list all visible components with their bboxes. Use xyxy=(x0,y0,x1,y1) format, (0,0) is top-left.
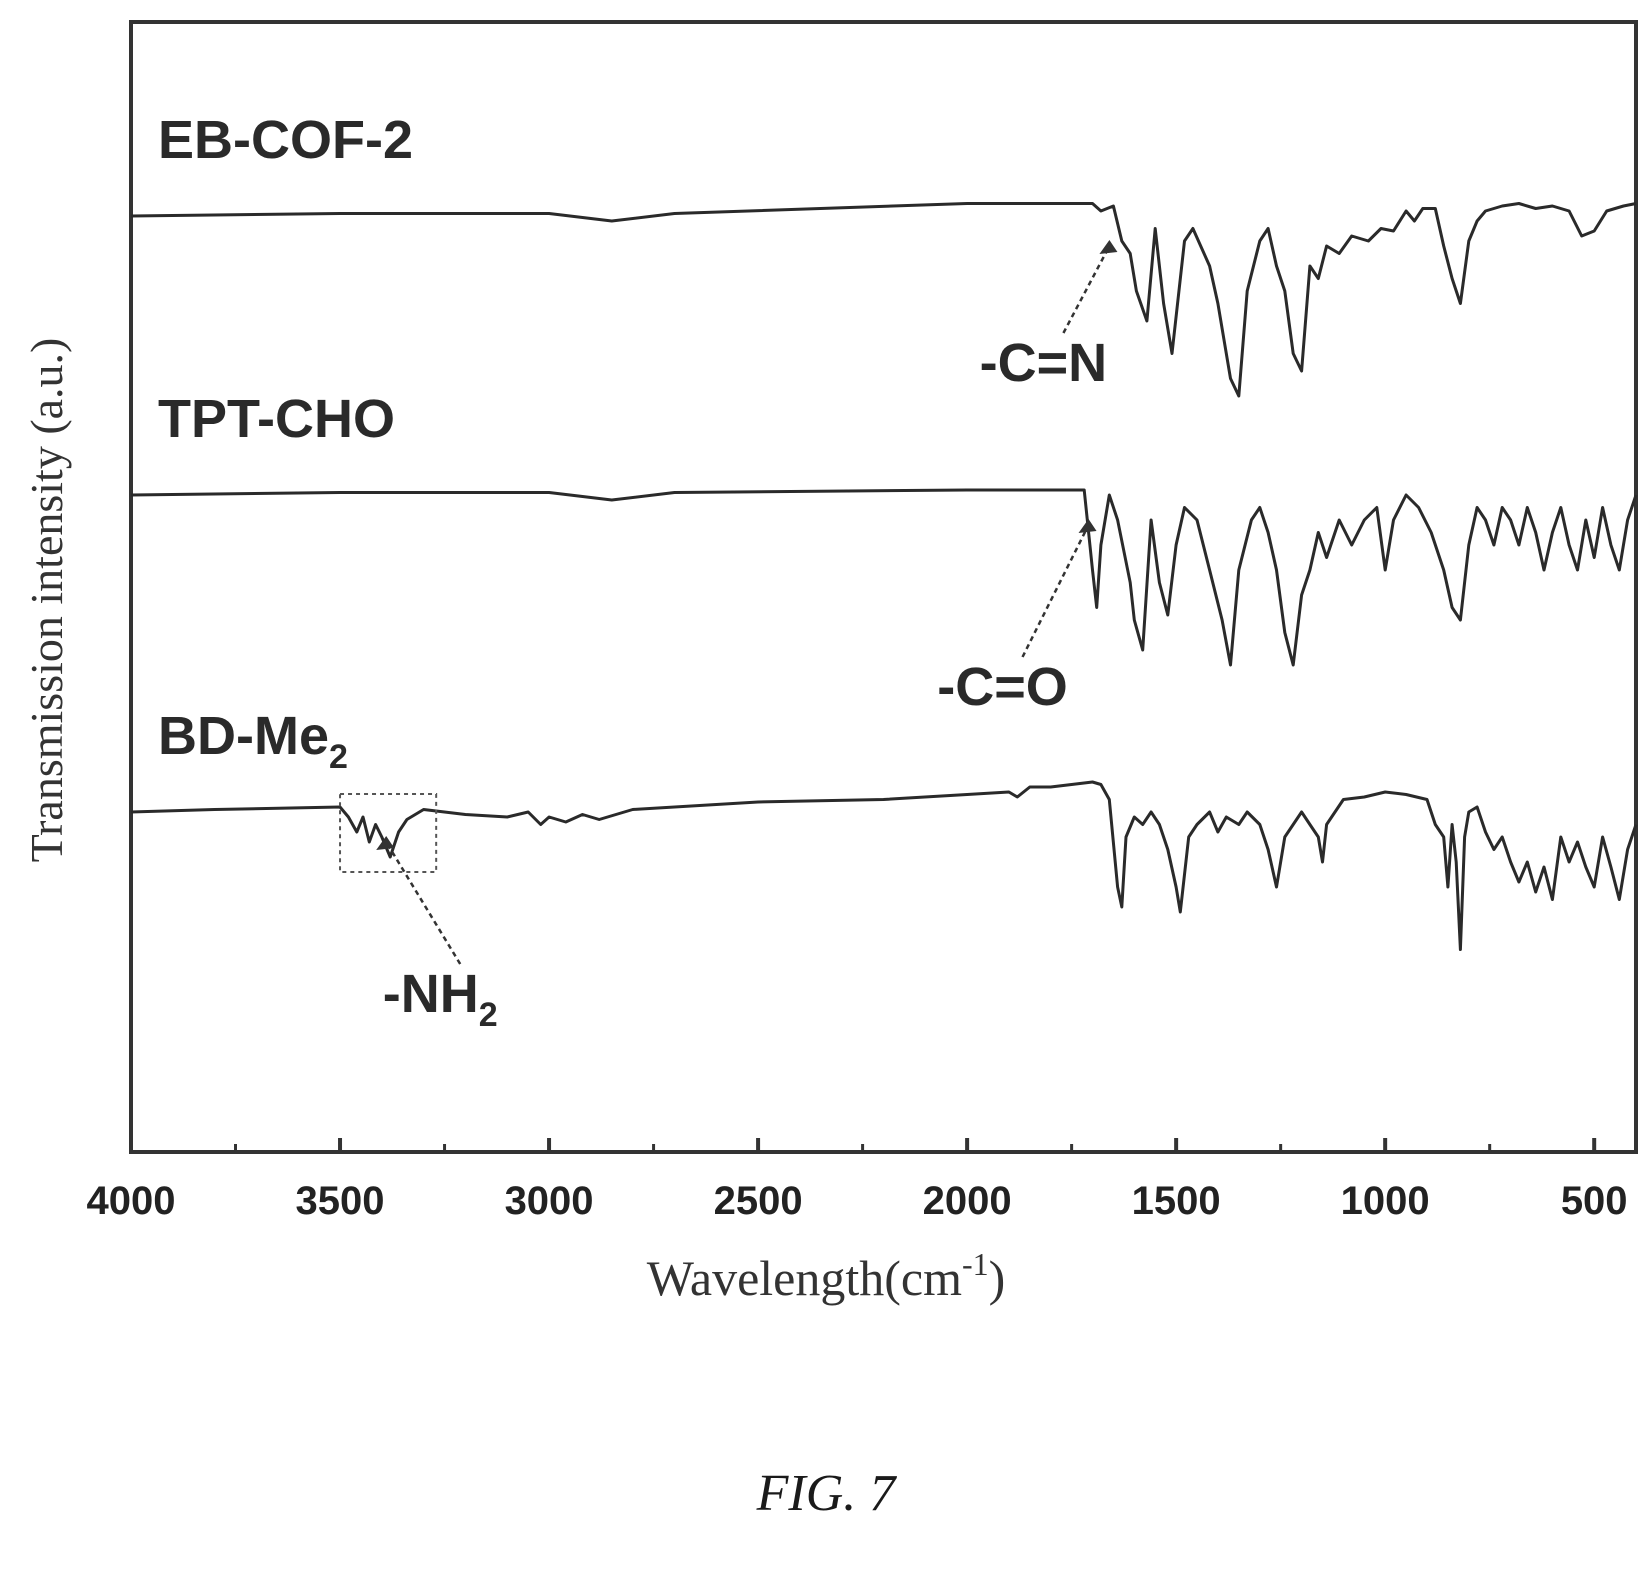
y-axis-label: Transmission intensity (a.u.) xyxy=(21,338,72,863)
series-label-bd-me2: BD-Me2 xyxy=(158,706,348,776)
annotation-label-main: -NH xyxy=(383,964,479,1024)
annotation-label: -C=O xyxy=(937,657,1068,717)
annotation-layer: -C=N -C=O -NH2 xyxy=(339,240,1118,1034)
x-tick-label: 3000 xyxy=(505,1179,594,1223)
x-tick-label: 4000 xyxy=(87,1179,176,1223)
x-tick-label: 3500 xyxy=(296,1179,385,1223)
x-axis-label: Wavelength(cm-1) xyxy=(647,1246,1006,1306)
series-line-bd-me2 xyxy=(130,780,1638,951)
x-tick-label: 500 xyxy=(1561,1179,1628,1223)
series-label-main: TPT-CHO xyxy=(158,389,395,449)
x-tick-label: 1500 xyxy=(1132,1179,1221,1223)
plot-frame xyxy=(129,20,1638,1154)
annotation-arrow xyxy=(1062,245,1111,334)
series-line-tpt-cho xyxy=(130,488,1638,667)
annotation-label-main: -C=O xyxy=(937,657,1068,717)
annotation-arrowhead xyxy=(1078,519,1097,533)
x-axis-label-main: Wavelength(cm xyxy=(647,1250,962,1306)
series-line-eb-cof-2 xyxy=(130,202,1637,398)
series-label-tpt-cho: TPT-CHO xyxy=(158,389,395,449)
figure-caption: FIG. 7 xyxy=(756,1465,898,1522)
series-label-main: BD-Me xyxy=(158,706,329,766)
annotation-box xyxy=(339,793,438,873)
annotation-arrow xyxy=(385,841,462,965)
annotation-label-main: -C=N xyxy=(980,333,1108,393)
x-axis-label-superscript: -1 xyxy=(962,1246,989,1282)
annotation-arrowhead xyxy=(376,836,395,850)
x-tick-label: 2500 xyxy=(714,1179,803,1223)
x-axis-label-close: ) xyxy=(989,1250,1006,1306)
annotation-arrowhead xyxy=(1099,240,1118,254)
annotation-arrow xyxy=(1021,524,1090,658)
annotation-label-subscript: 2 xyxy=(479,996,498,1034)
x-axis-ticks: 4000 3500 3000 2500 2000 1500 1000 500 xyxy=(87,1138,1628,1223)
series-layer: EB-COF-2 TPT-CHO BD-Me2 xyxy=(130,110,1638,951)
series-label-subscript: 2 xyxy=(329,738,348,776)
x-tick-label: 1000 xyxy=(1341,1179,1430,1223)
annotation-label: -C=N xyxy=(980,333,1108,393)
x-tick-label: 2000 xyxy=(923,1179,1012,1223)
series-label-main: EB-COF-2 xyxy=(158,110,413,170)
annotation-label: -NH2 xyxy=(383,964,498,1034)
series-label-eb-cof-2: EB-COF-2 xyxy=(158,110,413,170)
